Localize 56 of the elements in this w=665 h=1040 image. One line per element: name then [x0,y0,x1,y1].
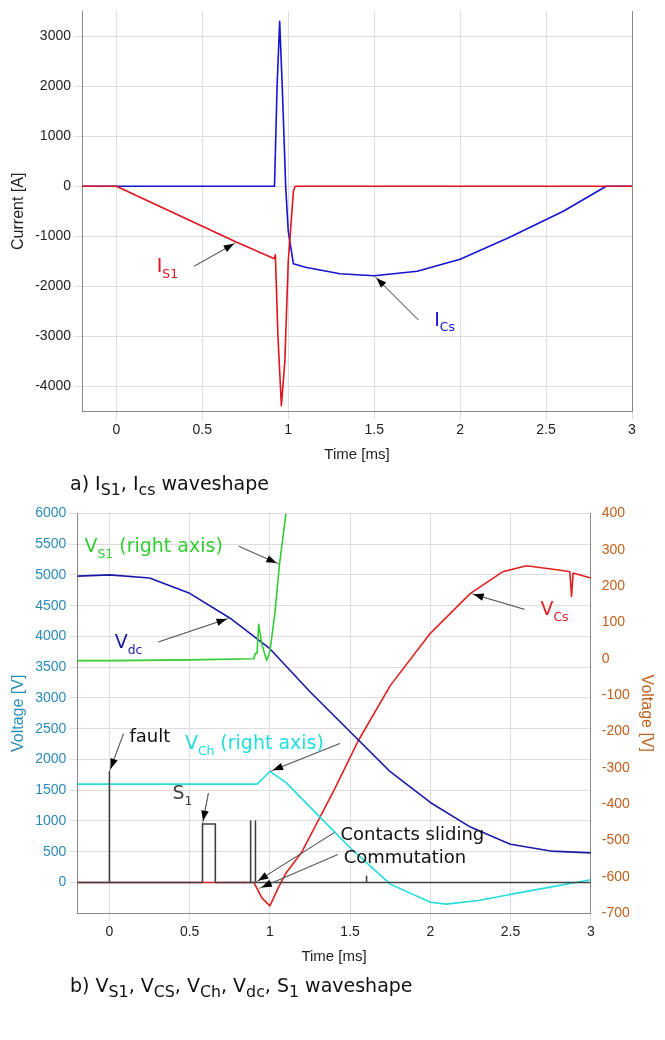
y-tick-label: 3000 [35,688,67,705]
y-axis-title: Current [A] [9,172,27,250]
y-tick-label: 0 [63,177,72,194]
x-tick-label: 2.5 [536,421,556,438]
x-tick-label: 2 [456,421,465,438]
x-tick-label: 0.5 [192,421,213,438]
x-axis-title: Time [ms] [324,445,390,463]
y-tick-label: 4500 [35,596,67,613]
y-axis-title: Voltage [V] [9,674,27,752]
y2-tick-label: 200 [601,576,626,593]
y2-tick-label: -700 [601,904,631,921]
y-tick-label: 1000 [39,127,72,144]
y2-tick-label: -600 [601,867,631,884]
x-tick-label: 3 [586,923,595,940]
y2-tick-label: 400 [601,504,626,521]
y2-tick-label: 100 [601,613,626,630]
x-tick-label: 1 [265,923,274,940]
y-tick-label: -1000 [35,227,72,244]
x-tick-label: 3 [628,421,637,438]
y-tick-label: 3500 [35,658,67,675]
x-tick-label: 0 [112,421,121,438]
y-tick-label: 1000 [35,811,67,828]
y-tick-label: 500 [42,842,67,859]
y2-tick-label: -400 [601,795,631,812]
y-tick-label: 5500 [35,535,67,552]
y-tick-label: 5000 [35,565,67,582]
y2-tick-label: -500 [601,831,631,848]
x-tick-label: 0.5 [179,923,200,940]
y2-axis-title: Voltage [V] [638,674,656,752]
y-tick-label: 0 [58,873,67,890]
annotation: fault [129,724,171,746]
y-tick-label: -4000 [35,377,72,394]
x-tick-label: 0 [105,923,114,940]
x-tick-label: 2.5 [500,923,521,940]
y-tick-label: 4000 [35,627,67,644]
y-tick-label: 6000 [35,504,67,521]
y-tick-label: -2000 [35,277,72,294]
y-tick-label: -3000 [35,327,72,344]
y-tick-label: 2000 [35,750,67,767]
text: a) I$_{S1}$, I$_{cs}$ waveshape [69,471,270,501]
chart-title: b) V$_{S1}$, V$_{CS}$, V$_{Ch}$, V$_{dc}$, S$_{1}$ waveshape [70,974,413,1001]
y-tick-label: 1500 [35,781,67,798]
y2-tick-label: -300 [601,758,631,775]
y2-tick-label: -200 [601,722,631,739]
y-tick-label: 2000 [39,77,72,94]
y2-tick-label: 0 [601,649,610,666]
y-tick-label: 2500 [35,719,67,736]
annotation: Contacts sliding [340,823,485,845]
y-tick-label: 3000 [39,27,72,44]
x-tick-label: 1.5 [340,923,361,940]
y2-tick-label: -100 [601,685,631,702]
y2-tick-label: 300 [601,540,626,557]
x-tick-label: 2 [426,923,435,940]
x-axis-title: Time [ms] [301,947,367,965]
x-tick-label: 1.5 [364,421,385,438]
x-tick-label: 1 [284,421,293,438]
